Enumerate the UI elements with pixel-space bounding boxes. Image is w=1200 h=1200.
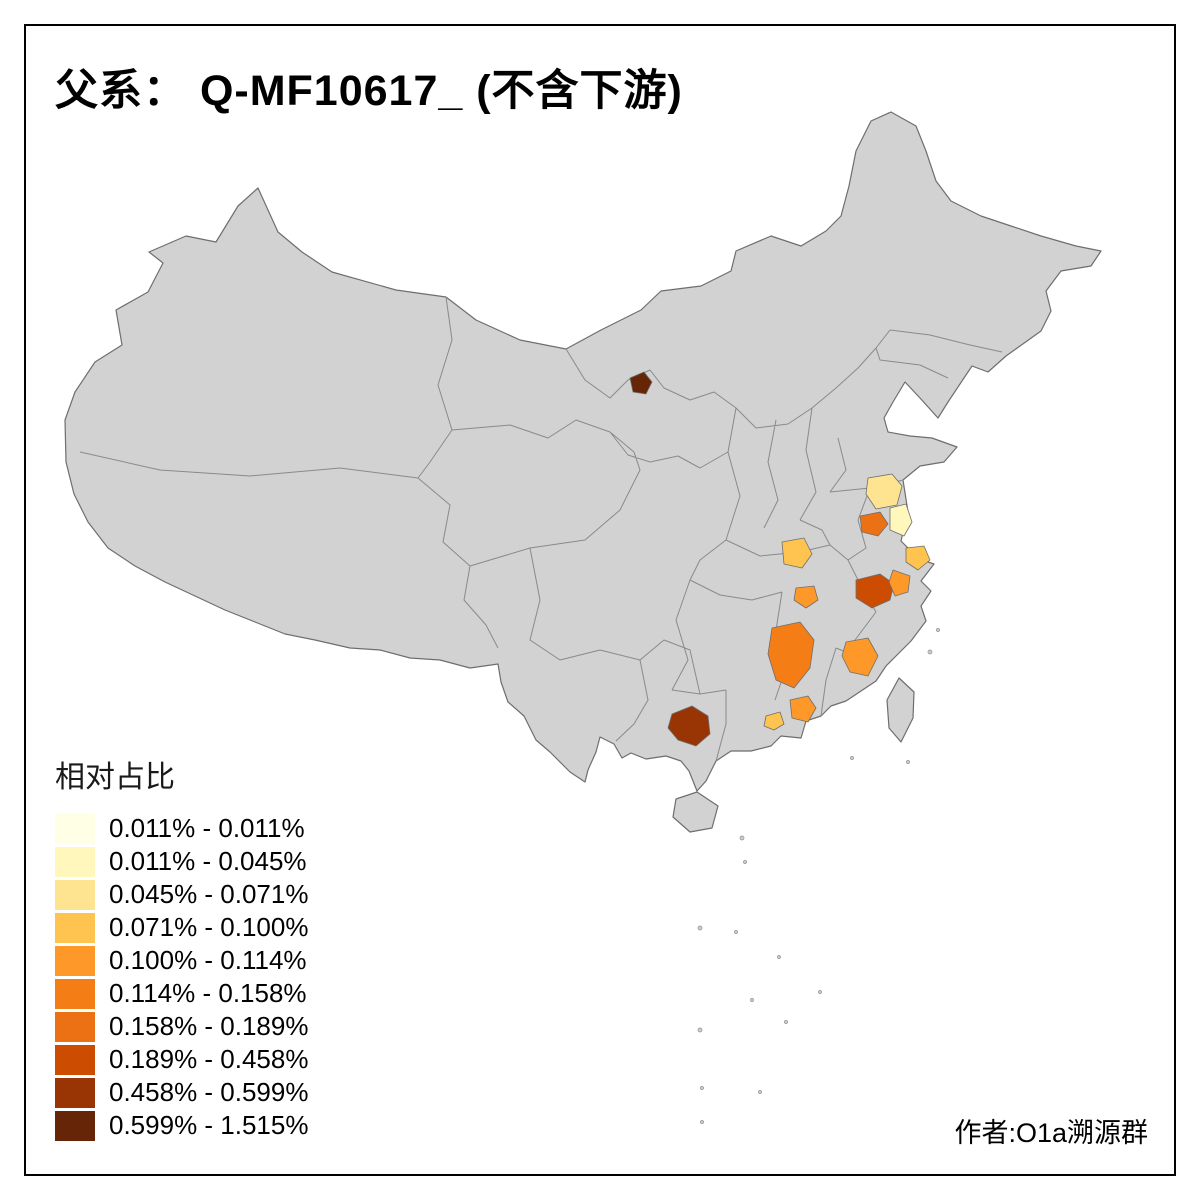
- highlight-region-south-anhui: [793, 585, 819, 609]
- legend-swatch: [55, 978, 95, 1009]
- islet: [697, 925, 703, 931]
- legend-item-label: 0.189% - 0.458%: [109, 1044, 309, 1074]
- legend-item: 0.114% - 0.158%: [55, 977, 308, 1010]
- legend-swatch-color: [55, 1044, 95, 1075]
- legend-item: 0.100% - 0.114%: [55, 944, 308, 977]
- islet: [777, 955, 781, 959]
- legend-item-label: 0.011% - 0.045%: [109, 846, 307, 876]
- legend-swatch: [55, 846, 95, 877]
- highlight-region-shanghai: [905, 545, 931, 571]
- attribution: 作者:O1a溯源群: [954, 1118, 1148, 1148]
- taiwan-island: [886, 677, 915, 743]
- legend-item-label: 0.100% - 0.114%: [109, 945, 307, 975]
- legend: 相对占比 0.011% - 0.011% 0.011% - 0.045% 0.0…: [55, 752, 308, 1142]
- china-mainland: [64, 111, 1102, 792]
- highlight-region-central-anhui: [781, 537, 813, 569]
- highlight-region-ne-zhejiang: [888, 569, 911, 597]
- islet: [750, 998, 754, 1002]
- legend-item-label: 0.071% - 0.100%: [109, 912, 309, 942]
- islet: [700, 1120, 704, 1124]
- highlight-region-north-zhejiang: [855, 573, 895, 609]
- legend-item: 0.458% - 0.599%: [55, 1076, 308, 1109]
- islet: [906, 760, 910, 764]
- islet: [734, 930, 738, 934]
- legend-item: 0.158% - 0.189%: [55, 1010, 308, 1043]
- legend-item: 0.045% - 0.071%: [55, 878, 308, 911]
- map-title: 父系： Q-MF10617_ (不含下游): [55, 67, 683, 115]
- islet: [758, 1090, 762, 1094]
- legend-swatch: [55, 912, 95, 943]
- islet: [784, 1020, 788, 1024]
- highlight-region-north-jiangsu: [865, 473, 903, 510]
- highlight-region-pearl-delta: [763, 711, 785, 731]
- legend-swatch-color: [55, 912, 95, 943]
- legend-swatch-color: [55, 1077, 95, 1108]
- legend-item: 0.011% - 0.011%: [55, 812, 308, 845]
- legend-swatch: [55, 879, 95, 910]
- highlight-region-mid-jiangsu: [889, 503, 913, 537]
- legend-item: 0.071% - 0.100%: [55, 911, 308, 944]
- legend-item: 0.599% - 1.515%: [55, 1109, 308, 1142]
- highlight-region-jiangxi: [767, 621, 815, 689]
- legend-title: 相对占比: [55, 761, 175, 794]
- legend-item-label: 0.599% - 1.515%: [109, 1110, 309, 1140]
- legend-swatch-color: [55, 945, 95, 976]
- legend-item-label: 0.045% - 0.071%: [109, 879, 309, 909]
- legend-swatch: [55, 1077, 95, 1108]
- islet: [936, 628, 940, 632]
- legend-swatch: [55, 945, 95, 976]
- highlight-region-north-central: [629, 371, 653, 395]
- highlight-region-east-guangdong: [789, 695, 817, 723]
- legend-swatch-color: [55, 879, 95, 910]
- legend-item-label: 0.458% - 0.599%: [109, 1077, 309, 1107]
- legend-swatch-color: [55, 1011, 95, 1042]
- islet: [818, 990, 822, 994]
- legend-item-label: 0.011% - 0.011%: [109, 813, 305, 843]
- legend-item-label: 0.158% - 0.189%: [109, 1011, 309, 1041]
- legend-item: 0.189% - 0.458%: [55, 1043, 308, 1076]
- legend-item-label: 0.114% - 0.158%: [109, 978, 307, 1008]
- legend-swatch: [55, 1044, 95, 1075]
- islet: [739, 835, 745, 841]
- highlight-region-guangxi: [667, 705, 711, 747]
- highlight-region-south-jiangsu: [859, 511, 889, 537]
- hainan-island: [672, 791, 719, 833]
- legend-swatch-color: [55, 846, 95, 877]
- legend-item: 0.011% - 0.045%: [55, 845, 308, 878]
- islet: [927, 649, 933, 655]
- legend-swatch-color: [55, 978, 95, 1009]
- islet: [850, 756, 854, 760]
- legend-swatch: [55, 1011, 95, 1042]
- islet: [697, 1027, 703, 1033]
- legend-swatch-color: [55, 813, 95, 844]
- legend-swatch-color: [55, 1110, 95, 1141]
- offshore-islets: [697, 628, 940, 1124]
- islet: [743, 860, 747, 864]
- highlighted-regions: [629, 371, 931, 747]
- islet: [700, 1086, 704, 1090]
- legend-swatch: [55, 813, 95, 844]
- legend-swatch: [55, 1110, 95, 1141]
- highlight-region-fujian: [841, 637, 879, 677]
